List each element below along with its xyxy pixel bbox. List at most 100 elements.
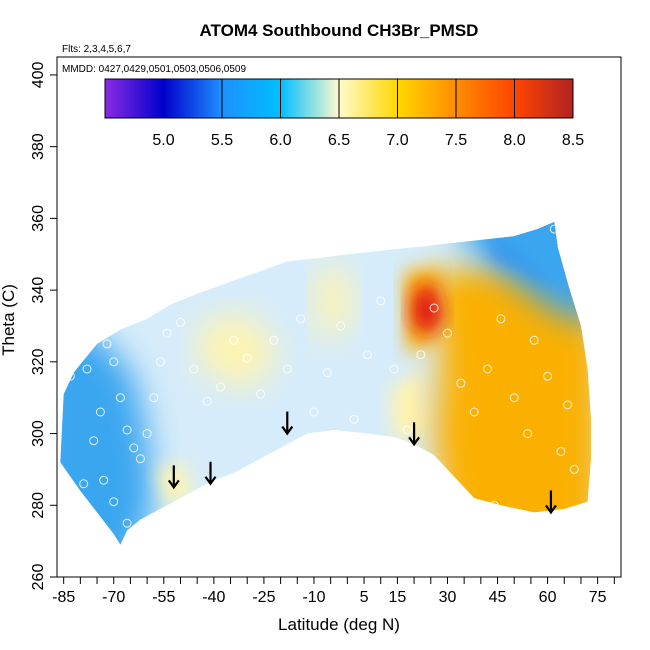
chart-title: ATOM4 Southbound CH3Br_PMSD xyxy=(200,21,479,40)
heatmap-field xyxy=(60,222,592,545)
colorbar: 5.0 5.5 6.0 6.5 7.0 7.5 8.0 8.5 xyxy=(104,78,584,149)
sample-point xyxy=(469,407,479,417)
x-tick-label: 60 xyxy=(539,589,557,606)
profile-arrows xyxy=(167,411,557,515)
profile-arrow xyxy=(408,422,420,447)
sample-point xyxy=(362,350,372,360)
x-tick-label: -55 xyxy=(152,589,175,606)
y-tick-label: 400 xyxy=(30,61,47,88)
y-tick-label: 280 xyxy=(30,492,47,519)
sample-point xyxy=(202,396,212,406)
sample-point xyxy=(563,400,573,410)
sample-point xyxy=(523,429,533,439)
colorbar-tick-label: 5.5 xyxy=(211,132,233,149)
sample-point xyxy=(496,314,506,324)
sample-point xyxy=(402,425,412,435)
sample-point xyxy=(162,328,172,338)
sample-point xyxy=(483,364,492,374)
sample-point xyxy=(336,321,346,331)
sample-point xyxy=(216,382,225,392)
profile-arrow xyxy=(204,461,217,486)
sample-point xyxy=(556,447,566,456)
colorbar-tick-label: 6.0 xyxy=(269,132,291,149)
sample-point xyxy=(309,407,319,417)
dates-note: MMDD: 0427,0429,0501,0503,0506,0509 xyxy=(62,64,246,75)
x-tick-label: 15 xyxy=(389,589,407,606)
sample-point xyxy=(135,454,145,464)
sample-point xyxy=(443,328,452,338)
x-tick-label: -40 xyxy=(202,589,225,606)
sample-point xyxy=(95,407,105,417)
sample-point xyxy=(89,436,99,446)
axes: -85 -70 -55 -40 -25 -10 5 15 30 45 60 75 260 280 300 32… xyxy=(30,61,615,606)
sample-point xyxy=(543,371,553,381)
sample-points xyxy=(65,224,579,528)
sample-point xyxy=(489,500,499,510)
sample-point xyxy=(149,393,159,403)
sample-point xyxy=(109,497,119,507)
profile-arrow xyxy=(167,465,180,490)
colorbar-tick-label: 6.5 xyxy=(328,132,350,149)
sample-point xyxy=(99,475,109,485)
profile-arrow xyxy=(281,411,294,436)
sample-point xyxy=(65,371,75,381)
x-tick-label: -70 xyxy=(102,589,125,606)
sample-point xyxy=(79,479,89,489)
sample-point xyxy=(529,335,539,345)
x-tick-label: -25 xyxy=(252,589,275,606)
x-axis-label: Latitude (deg N) xyxy=(278,615,400,634)
plot-frame xyxy=(56,56,622,578)
x-tick-label: -10 xyxy=(302,589,325,606)
colorbar-tick-label: 8.0 xyxy=(503,132,525,149)
sample-point xyxy=(269,335,279,345)
sample-point xyxy=(102,339,112,349)
x-tick-label: 75 xyxy=(589,589,607,606)
x-tick-label: 30 xyxy=(439,589,457,606)
sample-point xyxy=(256,389,266,399)
field-peak-red xyxy=(410,282,445,337)
sample-point xyxy=(156,357,165,367)
sample-point xyxy=(176,317,185,327)
field-south-yellow xyxy=(390,369,428,441)
sample-point xyxy=(456,378,466,388)
field-south-yellow xyxy=(197,311,281,391)
y-tick-label: 260 xyxy=(30,564,47,591)
sample-point xyxy=(282,364,292,374)
sample-point xyxy=(509,393,519,403)
sample-point xyxy=(122,518,132,528)
sample-point xyxy=(416,350,426,360)
sample-point xyxy=(376,296,386,306)
sample-point xyxy=(296,314,306,324)
y-tick-label: 300 xyxy=(30,420,47,447)
x-tick-label: 45 xyxy=(489,589,507,606)
x-tick-label: -85 xyxy=(52,589,75,606)
sample-point xyxy=(129,443,139,453)
y-axis-label: Theta (C) xyxy=(0,284,18,356)
sample-point xyxy=(189,364,199,374)
y-tick-label: 380 xyxy=(30,133,47,160)
field-south-yellow xyxy=(314,268,354,344)
sample-point xyxy=(229,335,239,345)
y-tick-label: 320 xyxy=(30,348,47,375)
sample-point xyxy=(122,425,132,435)
sample-point xyxy=(109,357,119,367)
profile-arrow xyxy=(545,490,557,515)
x-tick-label: 5 xyxy=(360,589,369,606)
sample-point xyxy=(142,429,152,439)
flights-note: Flts: 2,3,4,5,6,7 xyxy=(62,44,131,55)
sample-point xyxy=(389,364,399,374)
sample-point xyxy=(569,464,579,474)
sample-point xyxy=(429,303,439,313)
sample-point xyxy=(242,353,252,363)
sample-point xyxy=(549,224,559,234)
y-tick-label: 340 xyxy=(30,277,47,304)
sample-point xyxy=(349,414,359,424)
sample-point xyxy=(115,393,125,403)
colorbar-tick-label: 7.0 xyxy=(386,132,408,149)
sample-point xyxy=(82,364,92,374)
colorbar-tick-label: 5.0 xyxy=(152,132,174,149)
colorbar-tick-label: 8.5 xyxy=(562,132,584,149)
y-tick-label: 360 xyxy=(30,205,47,232)
colorbar-tick-label: 7.5 xyxy=(445,132,467,149)
